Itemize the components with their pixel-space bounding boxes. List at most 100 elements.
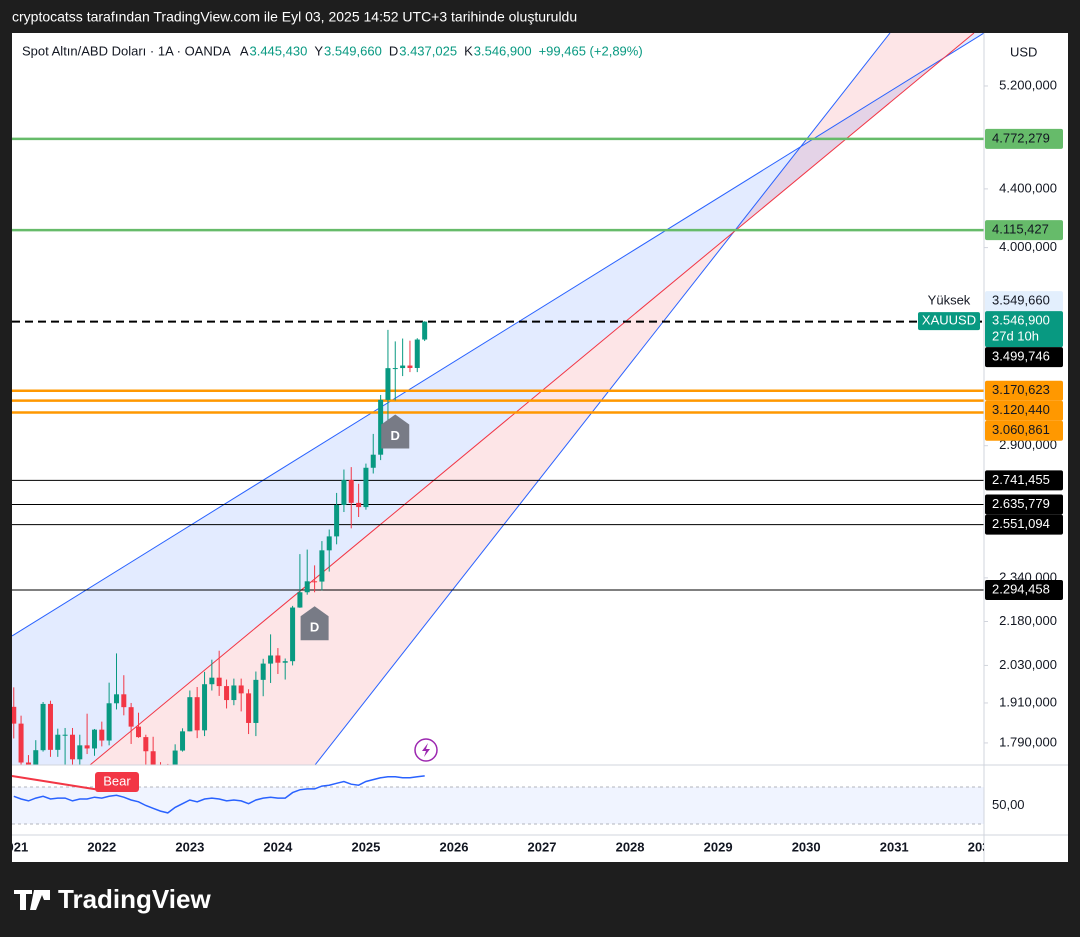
currency: USD [1010, 44, 1037, 59]
candle-body [99, 729, 105, 741]
price-label: 3.549,660 [992, 293, 1050, 308]
x-tick-label: 2028 [616, 839, 645, 854]
legend-text: 3.549,660 [324, 43, 382, 58]
candle-body [143, 737, 149, 752]
marker-label: D [391, 428, 400, 443]
price-label-box [985, 579, 1063, 600]
candle-body [114, 694, 120, 704]
candle-body [268, 655, 274, 664]
candle-body [392, 368, 398, 370]
candle-body [334, 504, 340, 537]
candle-body [246, 693, 252, 723]
price-label: 3.499,746 [992, 349, 1050, 364]
candle-body [363, 467, 369, 508]
candle-body [319, 550, 325, 582]
candle-body [121, 694, 127, 708]
x-tick-label: 2026 [440, 839, 469, 854]
legend-text: 3.546,900 [474, 43, 532, 58]
candle-body [326, 536, 332, 551]
candle-body [260, 663, 266, 680]
candle-body [290, 607, 296, 662]
candle-body [202, 684, 208, 731]
candle-body [341, 479, 347, 505]
candle-body [275, 655, 281, 663]
x-tick-label: 2030 [792, 839, 821, 854]
candle-body [106, 703, 112, 741]
price-label-box [985, 494, 1063, 515]
candle-body [238, 685, 244, 694]
candle-body [69, 734, 75, 760]
channel-line [12, 33, 984, 637]
rsi-tick-label: 50,00 [992, 797, 1025, 812]
y-tick-label: 2.180,000 [999, 613, 1057, 628]
y-tick-label: 4.400,000 [999, 180, 1057, 195]
candle-body [150, 751, 156, 765]
channel-blue [12, 33, 984, 765]
rsi-line [13, 775, 425, 814]
divergence-line [11, 775, 101, 791]
price-axis: 5.200,0004.400,0004.000,0002.900,0002.34… [918, 77, 1063, 812]
candle-body [91, 729, 97, 749]
price-label: 2.635,779 [992, 496, 1050, 511]
candle-body [77, 745, 83, 760]
side-label: XAUUSD [922, 313, 976, 328]
logo-mark [14, 890, 50, 910]
marker [381, 414, 410, 449]
y-tick-label: 1.790,000 [999, 734, 1057, 749]
candle-body [172, 750, 178, 765]
candle-body [224, 686, 230, 701]
price-label-box [985, 220, 1063, 241]
price-label: 4.115,427 [992, 222, 1049, 237]
candle-body [407, 365, 413, 368]
channel-line [89, 33, 975, 765]
candle-body [209, 677, 215, 685]
candle-body [12, 706, 17, 724]
price-label-box [985, 347, 1063, 368]
price-label: 2.741,455 [992, 472, 1050, 487]
x-tick-label: 2021 [0, 839, 28, 854]
candle-body [253, 679, 259, 723]
candle-body [282, 661, 288, 663]
drawings [12, 33, 984, 765]
price-label-box [985, 380, 1063, 401]
legend-text: Y [314, 43, 323, 58]
candle-body [25, 762, 31, 765]
price-label-box [985, 291, 1063, 312]
candle-body [297, 592, 303, 608]
plot: DD [12, 137, 984, 765]
channel-line [314, 33, 891, 765]
candle-body [400, 365, 406, 369]
price-label: 4.772,279 [992, 130, 1050, 145]
header-text: cryptocatss tarafından TradingView.com i… [12, 9, 577, 25]
candle-body [180, 731, 186, 751]
candle-body [216, 677, 222, 687]
marker [300, 606, 329, 641]
price-label: 3.120,440 [992, 402, 1050, 417]
price-label: 3.170,623 [992, 382, 1050, 397]
candle-body [370, 454, 376, 468]
x-tick-label: 2022 [87, 839, 116, 854]
price-label-box [985, 311, 1063, 348]
x-tick-label: 2024 [263, 839, 293, 854]
legend-text: 3.437,025 [399, 43, 457, 58]
candle-body [194, 697, 200, 731]
symbol-box [918, 312, 980, 331]
price-label: 27d 10h [992, 329, 1039, 344]
candle-body [33, 750, 39, 765]
legend-text: K [464, 43, 473, 58]
candle-body [47, 703, 53, 750]
legend-text: A [240, 43, 249, 58]
rsi-panel [12, 775, 984, 825]
candle-body [385, 368, 391, 400]
legend-text: 3.445,430 [249, 43, 307, 58]
legend-text: Spot Altın/ABD Doları · 1A · OANDA [22, 43, 231, 58]
x-tick-label: 2032 [968, 839, 997, 854]
price-label: 3.546,900 [992, 313, 1050, 328]
x-tick-label: 2031 [880, 839, 909, 854]
price-label-box [985, 128, 1063, 149]
marker-label: D [310, 620, 319, 635]
candle-body [378, 399, 384, 455]
price-label-box [985, 514, 1063, 535]
candle-body [414, 339, 420, 368]
